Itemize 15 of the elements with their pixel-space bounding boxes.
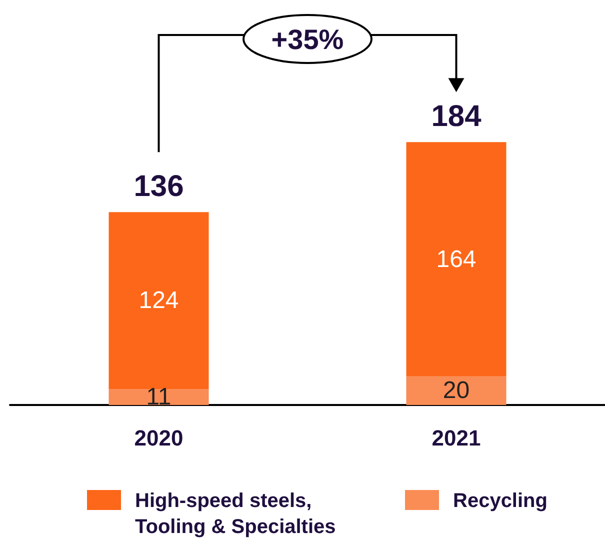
data-label: 11 <box>146 384 172 411</box>
data-label: 164 <box>436 246 476 273</box>
legend-label: Recycling <box>453 489 548 514</box>
bar <box>108 212 209 390</box>
bar <box>406 142 506 376</box>
legend-label: High-speed steels, Tooling & Specialties <box>135 489 337 540</box>
bar <box>108 389 209 405</box>
x-tick-label: 2020 <box>134 426 184 450</box>
x-tick-label: 2021 <box>432 426 481 450</box>
total-label: 184 <box>431 100 482 134</box>
bar <box>406 376 506 405</box>
total-label: 136 <box>134 170 184 204</box>
text: +35% <box>271 24 344 55</box>
data-label: 124 <box>138 287 179 314</box>
data-label: 20 <box>442 377 470 404</box>
